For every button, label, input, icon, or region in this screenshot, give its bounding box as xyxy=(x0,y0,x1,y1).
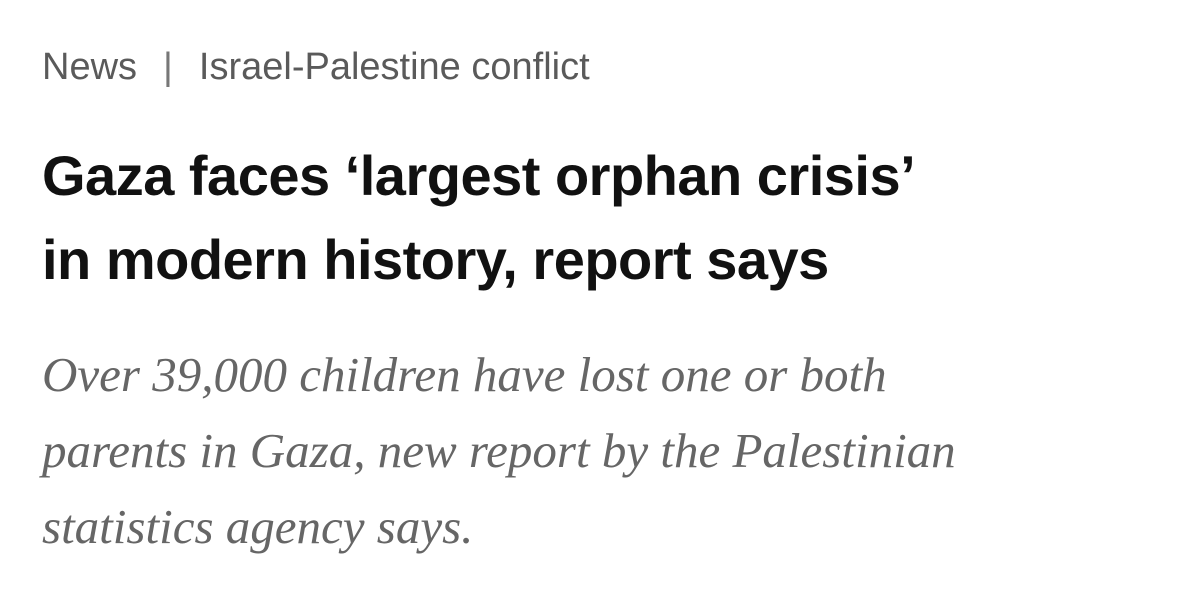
topic-link[interactable]: Israel-Palestine conflict xyxy=(198,46,590,88)
standfirst: Over 39,000 children have lost one or bo… xyxy=(42,337,956,565)
standfirst-line: Over 39,000 children have lost one or bo… xyxy=(42,347,887,402)
breadcrumb: News | Israel-Palestine conflict xyxy=(42,46,590,89)
standfirst-line: parents in Gaza, new report by the Pales… xyxy=(42,423,956,478)
standfirst-line: statistics agency says. xyxy=(42,499,474,554)
headline-line: in modern history, report says xyxy=(42,228,829,291)
separator: | xyxy=(163,46,173,88)
headline-line: Gaza faces ‘largest orphan crisis’ xyxy=(42,144,916,207)
section-link[interactable]: News xyxy=(42,46,138,88)
headline: Gaza faces ‘largest orphan crisis’ in mo… xyxy=(42,134,916,302)
